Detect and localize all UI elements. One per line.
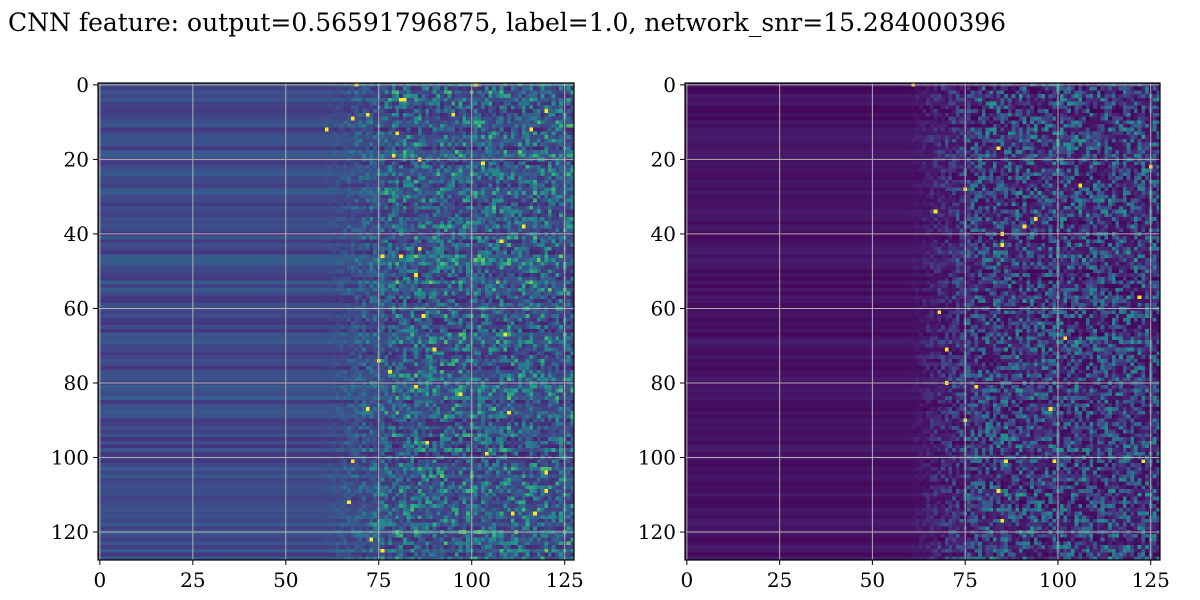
x-tick-label: 25	[180, 568, 205, 592]
y-tick-label: 80	[651, 371, 676, 395]
chart-title: CNN feature: output=0.56591796875, label…	[8, 8, 1007, 37]
x-tick-label: 75	[952, 568, 977, 592]
y-tick-label: 0	[76, 73, 89, 97]
y-tick-label: 100	[638, 446, 676, 470]
y-tick-label: 20	[651, 147, 676, 171]
x-tick-label: 0	[93, 568, 106, 592]
y-tick-label: 60	[651, 296, 676, 320]
x-tick-label: 100	[1039, 568, 1077, 592]
x-tick-label: 75	[366, 568, 391, 592]
heatmap-panel-left: 0 25 50 75 100 125 0 20 40 60 80 100 120	[51, 73, 584, 592]
plot-frame	[97, 82, 575, 561]
y-tick-label: 120	[638, 520, 676, 544]
y-tick-label: 0	[663, 73, 676, 97]
y-tick-label: 40	[651, 222, 676, 246]
heatmap-panel-right: 0 25 50 75 100 125 0 20 40 60 80 100 120	[638, 73, 1170, 592]
y-tick-label: 20	[64, 147, 89, 171]
x-tick-label: 50	[860, 568, 885, 592]
heatmap-image	[685, 83, 1160, 560]
x-tick-label: 25	[767, 568, 792, 592]
x-tick-label: 50	[273, 568, 298, 592]
y-tick-label: 100	[51, 446, 89, 470]
y-tick-label: 40	[64, 222, 89, 246]
y-tick-label: 120	[51, 520, 89, 544]
y-tick-label: 60	[64, 296, 89, 320]
x-tick-label: 125	[546, 568, 584, 592]
x-tick-label: 0	[680, 568, 693, 592]
x-tick-label: 125	[1132, 568, 1170, 592]
heatmap-image	[98, 83, 574, 560]
x-tick-label: 100	[453, 568, 491, 592]
plot-frame	[684, 82, 1161, 561]
y-tick-label: 80	[64, 371, 89, 395]
